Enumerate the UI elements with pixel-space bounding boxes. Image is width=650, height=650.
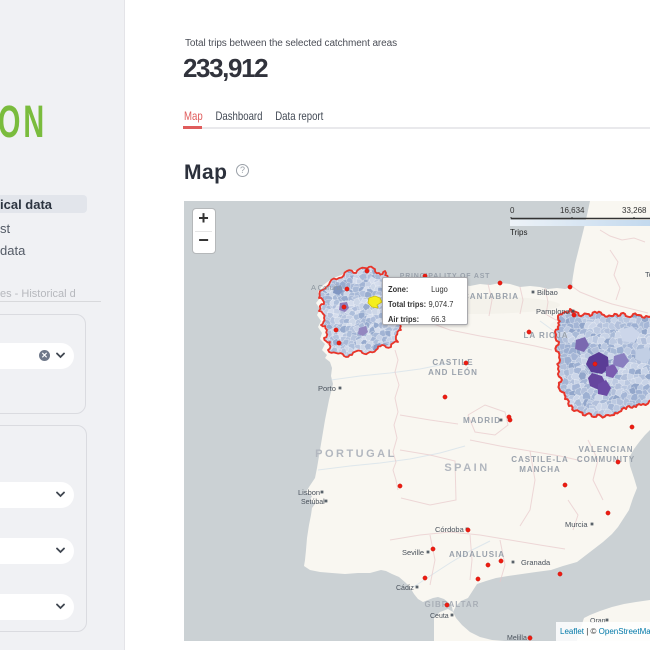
svg-text:PRINCIPALITY OF AST: PRINCIPALITY OF AST — [400, 273, 491, 280]
svg-text:Córdoba: Córdoba — [435, 525, 465, 534]
svg-text:To: To — [645, 270, 650, 279]
svg-text:MANCHA: MANCHA — [519, 465, 561, 474]
svg-text:Pamplona: Pamplona — [536, 307, 571, 316]
svg-text:Melilla: Melilla — [507, 635, 527, 641]
svg-text:A Coruña: A Coruña — [311, 283, 343, 292]
svg-text:Oran: Oran — [590, 618, 606, 625]
svg-text:VALENCIAN: VALENCIAN — [578, 445, 633, 454]
svg-text:COMMUNITY: COMMUNITY — [577, 455, 635, 464]
svg-text:CANTABRIA: CANTABRIA — [463, 292, 519, 301]
svg-text:Lisbon: Lisbon — [298, 488, 320, 497]
svg-text:GIBRALTAR: GIBRALTAR — [425, 600, 480, 609]
svg-text:Murcia: Murcia — [565, 520, 588, 529]
svg-text:LA RIOJA: LA RIOJA — [523, 331, 568, 340]
svg-text:PORTUGAL: PORTUGAL — [315, 448, 397, 460]
svg-text:Granada: Granada — [521, 558, 551, 567]
svg-text:SPAIN: SPAIN — [444, 462, 489, 474]
svg-text:Cádiz: Cádiz — [396, 585, 414, 592]
svg-text:Seville: Seville — [402, 548, 424, 557]
svg-text:AND LEÓN: AND LEÓN — [428, 368, 478, 377]
svg-text:ANDALUSIA: ANDALUSIA — [449, 550, 505, 559]
svg-text:Bilbao: Bilbao — [537, 288, 558, 297]
svg-text:CASTILE: CASTILE — [432, 358, 473, 367]
svg-text:Porto: Porto — [318, 384, 336, 393]
svg-text:MADRID: MADRID — [463, 416, 501, 425]
svg-text:Ceuta: Ceuta — [430, 613, 449, 620]
svg-text:Setúbal: Setúbal — [301, 499, 325, 506]
svg-text:CASTILE-LA: CASTILE-LA — [511, 455, 569, 464]
